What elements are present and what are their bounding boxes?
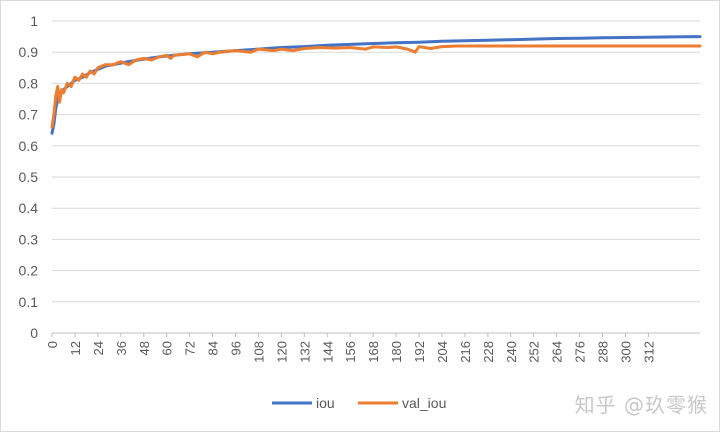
x-tick-label: 24 <box>91 341 106 355</box>
legend-label: iou <box>316 395 335 411</box>
y-tick-label: 1 <box>30 13 38 29</box>
x-tick-label: 276 <box>573 341 588 363</box>
y-tick-label: 0.8 <box>19 75 39 91</box>
x-tick-label: 120 <box>274 341 289 363</box>
x-tick-label: 60 <box>160 341 175 355</box>
x-tick-label: 216 <box>458 341 473 363</box>
x-tick-label: 156 <box>343 341 358 363</box>
series-line-val-iou <box>50 44 702 129</box>
y-tick-label: 0.4 <box>19 200 39 216</box>
x-tick-label: 144 <box>320 341 335 363</box>
legend-label: val_iou <box>402 395 446 411</box>
x-tick-label: 84 <box>206 341 221 355</box>
x-tick-label: 228 <box>481 341 496 363</box>
x-tick-label: 312 <box>641 341 656 363</box>
y-tick-label: 0.7 <box>19 107 39 123</box>
y-tick-label: 0.5 <box>19 169 39 185</box>
y-tick-label: 0.2 <box>19 263 39 279</box>
series-line-iou <box>50 35 702 135</box>
x-tick-label: 48 <box>137 341 152 355</box>
x-tick-label: 168 <box>366 341 381 363</box>
x-tick-label: 192 <box>412 341 427 363</box>
y-tick-label: 0.3 <box>19 231 39 247</box>
x-tick-label: 132 <box>297 341 312 363</box>
x-tick-label: 264 <box>550 341 565 363</box>
y-tick-label: 0.1 <box>19 294 39 310</box>
y-tick-label: 0.9 <box>19 44 39 60</box>
x-tick-label: 288 <box>596 341 611 363</box>
x-tick-label: 300 <box>618 341 633 363</box>
x-tick-label: 0 <box>45 341 60 348</box>
x-tick-label: 12 <box>68 341 83 355</box>
x-tick-label: 240 <box>504 341 519 363</box>
x-tick-label: 72 <box>183 341 198 355</box>
x-tick-label: 108 <box>251 341 266 363</box>
y-tick-label: 0.6 <box>19 138 39 154</box>
watermark: 知乎 @玖零猴 <box>574 393 708 417</box>
x-tick-label: 96 <box>229 341 244 355</box>
x-tick-label: 180 <box>389 341 404 363</box>
x-tick-label: 204 <box>435 341 450 363</box>
x-tick-label: 36 <box>114 341 129 355</box>
x-tick-label: 252 <box>527 341 542 363</box>
y-tick-label: 0 <box>30 325 38 341</box>
